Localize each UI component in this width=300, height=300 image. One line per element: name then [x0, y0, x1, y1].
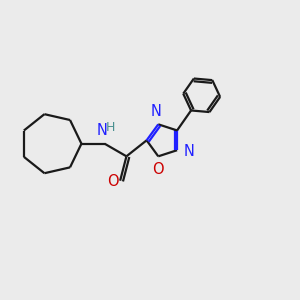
Text: N: N: [151, 104, 162, 119]
Text: O: O: [152, 162, 164, 177]
Text: H: H: [106, 122, 115, 134]
Text: N: N: [97, 123, 108, 138]
Text: O: O: [107, 174, 118, 189]
Text: N: N: [184, 144, 195, 159]
